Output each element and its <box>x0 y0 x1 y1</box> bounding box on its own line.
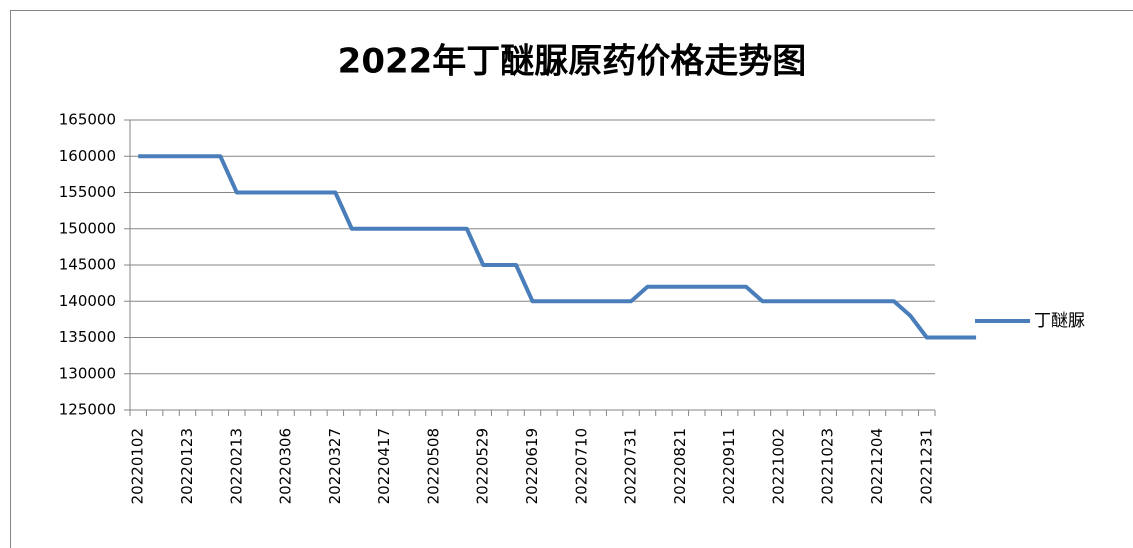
chart-title: 2022年丁醚脲原药价格走势图 <box>338 42 807 82</box>
x-tick-label: 20221204 <box>868 428 886 504</box>
y-tick-label: 125000 <box>59 401 116 419</box>
x-tick-label: 20221023 <box>819 428 837 504</box>
x-tick-label: 20220123 <box>178 428 196 504</box>
x-tick-label: 20220508 <box>424 428 442 504</box>
y-tick-label: 140000 <box>59 292 116 310</box>
x-tick-label: 20220710 <box>572 428 590 504</box>
y-tick-label: 160000 <box>59 147 116 165</box>
series-line <box>138 154 977 340</box>
x-tick-label: 20220821 <box>671 428 689 504</box>
x-tick-label: 20220306 <box>277 428 295 504</box>
x-tick-label: 20220619 <box>523 428 541 504</box>
y-tick-label: 150000 <box>59 219 116 237</box>
chart-border <box>10 10 1133 548</box>
x-tick-label: 20220213 <box>227 428 245 504</box>
y-tick-label: 145000 <box>59 256 116 274</box>
x-tick-label: 20221231 <box>917 428 935 504</box>
x-tick-label: 20221002 <box>769 428 787 504</box>
x-tick-label: 20220529 <box>474 428 492 504</box>
x-tick-label: 20220731 <box>622 428 640 504</box>
x-tick-label: 20220911 <box>720 428 738 504</box>
y-tick-label: 135000 <box>59 328 116 346</box>
y-tick-label: 155000 <box>59 183 116 201</box>
y-tick-label: 130000 <box>59 364 116 382</box>
y-tick-label: 165000 <box>59 111 116 129</box>
x-tick-label: 20220102 <box>129 428 147 504</box>
x-tick-label: 20220417 <box>375 428 393 504</box>
legend-label: 丁醚脲 <box>1034 311 1085 331</box>
x-tick-label: 20220327 <box>326 428 344 504</box>
